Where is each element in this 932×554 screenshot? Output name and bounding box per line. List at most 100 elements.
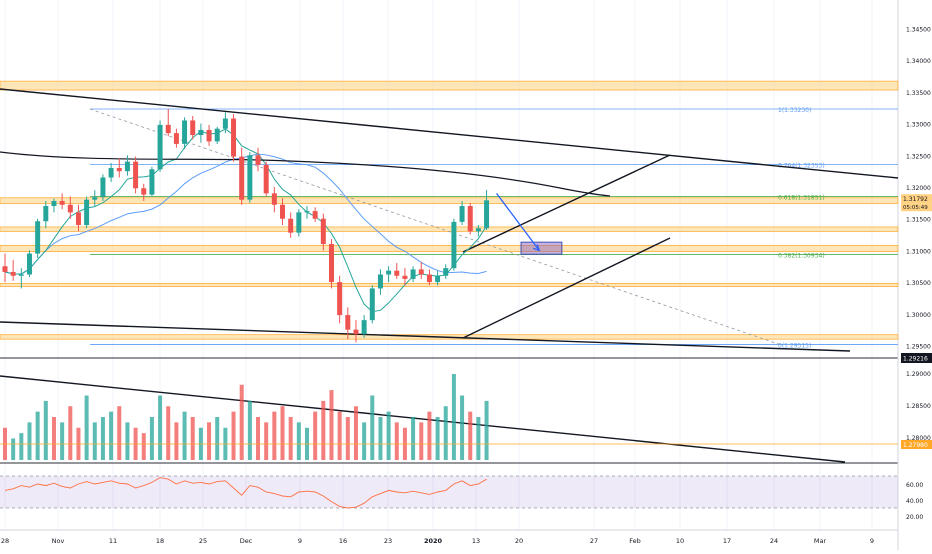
candle-body	[320, 218, 326, 245]
fib-level-label: 1(1.33230)	[778, 107, 811, 114]
candle-body	[353, 329, 359, 335]
zone-rect	[0, 283, 899, 287]
candle-body	[386, 270, 392, 275]
time-tick-label: 17	[723, 537, 731, 545]
candle-body	[418, 269, 424, 275]
time-tick-label: 18	[156, 537, 164, 545]
volume-bar	[337, 411, 342, 460]
volume-bar	[27, 422, 32, 460]
volume-bar	[370, 395, 375, 460]
time-tick-label: 23	[384, 537, 392, 545]
time-tick-label: 16	[339, 537, 347, 545]
rsi-band	[0, 476, 898, 508]
volume-level-label: 1.27980	[903, 442, 928, 449]
candle-body	[467, 206, 473, 232]
volume-bar	[207, 422, 212, 460]
target-box	[520, 241, 563, 255]
fib-level-label: 0.618(1.31851)	[778, 194, 825, 201]
volume-bar	[460, 395, 465, 460]
time-tick-label: 20	[515, 537, 523, 545]
candle-body	[337, 282, 343, 316]
candle-body	[173, 133, 179, 144]
candle-body	[165, 124, 171, 134]
moving-average-slow	[4, 153, 487, 275]
candle-body	[328, 244, 334, 283]
volume-bar	[158, 395, 163, 460]
rsi-pane: 60.00 40.00 20.00	[0, 475, 923, 521]
axes: 1.34500 1.34000 1.33500 1.33000 1.32500 1.320…	[1, 27, 931, 545]
volume-level-tag	[901, 440, 932, 449]
candle-body	[271, 193, 277, 205]
candle-body	[26, 253, 32, 275]
rsi-tick-label: 60.00	[906, 482, 923, 489]
candle-body	[377, 274, 383, 289]
price-tick-label: 1.33500	[906, 90, 931, 97]
price-labels: 1.31792 05:05:49 1.29216 1.27980	[901, 194, 932, 449]
volume-bar	[386, 411, 391, 460]
rsi-tick-label: 40.00	[906, 498, 923, 505]
candle-body	[35, 221, 41, 254]
volume-bar	[313, 411, 318, 460]
time-tick-label: 25	[199, 537, 207, 545]
candle-body	[75, 212, 81, 226]
volume-tick-label: 1.28500	[906, 403, 931, 410]
candle-body	[255, 155, 261, 165]
volume-bar	[321, 400, 326, 460]
volume-bar	[51, 417, 56, 460]
price-tick-label: 1.34500	[906, 27, 931, 34]
candle-body	[18, 274, 24, 276]
crosshair-price-tag	[901, 353, 932, 363]
fibonacci-retracement[interactable]: 1(1.33230) 0.764(1.32353) 0.618(1.31851) 0.…	[89, 107, 898, 350]
time-tick-label: 27	[590, 537, 598, 545]
trend-lines[interactable]	[0, 88, 899, 463]
time-tick-label: 13	[472, 537, 480, 545]
support-trendline	[0, 321, 851, 352]
candle-body	[288, 218, 294, 233]
volume-bar	[288, 417, 293, 460]
candle-body	[426, 274, 432, 283]
candle-body	[67, 204, 73, 213]
volume-bar	[411, 417, 416, 460]
candle-body	[43, 206, 49, 222]
channel-upper-line	[462, 154, 671, 253]
volume-bar	[60, 422, 65, 460]
candle-body	[304, 211, 310, 213]
volume-bar	[68, 406, 73, 460]
time-tick-label: 9	[298, 537, 302, 545]
volume-bar	[378, 417, 383, 460]
candle-body	[108, 167, 114, 178]
price-tick-label: 1.34000	[906, 58, 931, 65]
volume-bar	[353, 406, 358, 460]
time-tick-label: 2020	[424, 537, 443, 545]
volume-bar	[19, 433, 24, 460]
candle-body	[59, 200, 65, 205]
candle-body	[263, 164, 269, 194]
current-price-label: 1.31792	[903, 196, 928, 203]
volume-bar	[443, 406, 448, 460]
candle-body	[51, 200, 57, 207]
fib-diagonal	[89, 108, 781, 345]
rsi-line	[4, 477, 487, 509]
price-tick-label: 1.32500	[906, 153, 931, 160]
volume-bar	[451, 374, 456, 460]
price-tick-label: 1.30500	[906, 280, 931, 287]
channel-lower-line	[462, 237, 671, 339]
time-tick-label: 28	[1, 537, 9, 545]
volume-bar	[174, 422, 179, 460]
volume-bar	[84, 395, 89, 460]
volume-bar	[280, 406, 285, 460]
candle-body	[280, 204, 286, 219]
volume-bar	[419, 422, 424, 460]
candle-body	[312, 211, 318, 219]
candle-body	[100, 177, 106, 198]
candle-body	[149, 169, 155, 195]
crosshair-price-label: 1.29216	[903, 356, 928, 363]
countdown-tag	[901, 203, 932, 212]
volume-bar	[11, 438, 16, 460]
candle-body	[198, 129, 204, 136]
time-tick-label: Feb	[629, 537, 641, 545]
volume-bar	[239, 384, 244, 460]
volume-bar	[296, 422, 301, 460]
